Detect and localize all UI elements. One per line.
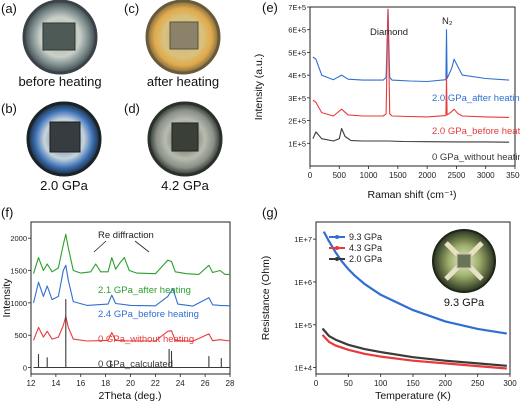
y-tick-label: 0 bbox=[23, 364, 27, 373]
y-tick-label: 5E+5 bbox=[288, 48, 306, 57]
annotation-arrow bbox=[134, 240, 150, 253]
legend-label: 9.3 GPa bbox=[349, 232, 382, 242]
x-axis-label: Temperature (K) bbox=[375, 390, 451, 402]
photo-caption: 2.0 GPa bbox=[40, 178, 88, 193]
y-axis-label: Intensity (a.u.) bbox=[253, 54, 265, 121]
xrd-chart: (f) 12 14 16 18 20 22 24 26 28 0 500 1000 1500 2000 R… bbox=[1, 205, 235, 402]
plot-frame bbox=[309, 6, 516, 167]
x-tick-label: 26 bbox=[201, 379, 210, 388]
series-line bbox=[312, 127, 510, 143]
y-tick-label: 7E+5 bbox=[288, 3, 306, 12]
y-tick-label: 4E+5 bbox=[288, 71, 306, 80]
series-line bbox=[322, 231, 507, 335]
y-tick-label: 1000 bbox=[10, 299, 27, 308]
x-tick-label: 1000 bbox=[360, 171, 378, 180]
x-axis-label: Raman shift (cm⁻¹) bbox=[368, 189, 457, 201]
y-tick-label: 1E+5 bbox=[288, 139, 306, 148]
series-line bbox=[32, 264, 231, 307]
y-tick-label: 1E+7 bbox=[294, 235, 312, 244]
y-tick-label: 1E+4 bbox=[294, 364, 312, 373]
x-tick-label: 300 bbox=[503, 379, 517, 388]
x-tick-label: 2000 bbox=[418, 171, 436, 180]
x-tick-label: 1500 bbox=[389, 171, 407, 180]
x-tick-label: 2500 bbox=[448, 171, 466, 180]
resistance-chart: (g) 0 50 100 150 200 250 300 1E+4 1E+5 1E+6 1E+7 9… bbox=[260, 205, 517, 402]
x-tick-label: 3000 bbox=[477, 171, 495, 180]
y-axis-label: Resistance (Ohm) bbox=[260, 256, 272, 341]
photo-panel-b: (b) 2.0 GPa bbox=[1, 101, 102, 193]
series-line bbox=[312, 8, 510, 118]
x-tick-label: 50 bbox=[344, 379, 353, 388]
x-tick-label: 100 bbox=[374, 379, 388, 388]
photo-caption: 4.2 GPa bbox=[161, 178, 209, 193]
series-line bbox=[32, 315, 231, 342]
series-label: 0 GPa_calculated bbox=[98, 359, 173, 370]
series-line bbox=[312, 8, 510, 83]
photo-tag: (c) bbox=[124, 1, 139, 16]
x-tick-label: 12 bbox=[27, 379, 36, 388]
annotation-re-diffraction: Re diffraction bbox=[98, 230, 154, 241]
x-tick-label: 14 bbox=[51, 379, 60, 388]
x-axis-label: 2Theta (deg.) bbox=[98, 390, 161, 402]
x-tick-label: 28 bbox=[226, 379, 235, 388]
annotation-diamond: Diamond bbox=[370, 27, 408, 38]
series-line bbox=[321, 327, 507, 367]
x-tick-label: 3500 bbox=[506, 171, 520, 180]
inset-caption: 9.3 GPa bbox=[444, 297, 485, 309]
photo-tag: (d) bbox=[124, 101, 140, 116]
y-tick-label: 2000 bbox=[10, 234, 27, 243]
x-tick-label: 18 bbox=[101, 379, 110, 388]
y-tick-label: 1E+5 bbox=[294, 321, 312, 330]
legend-label: 4.3 GPa bbox=[349, 243, 382, 253]
x-tick-label: 150 bbox=[406, 379, 420, 388]
series-label: 0 GPa_without heating bbox=[98, 334, 194, 345]
photo-caption: before heating bbox=[18, 74, 101, 89]
legend-marker bbox=[335, 246, 339, 250]
y-tick-label: 2E+5 bbox=[288, 117, 306, 126]
panel-tag: (g) bbox=[262, 205, 278, 220]
series-label: 0 GPa_without heating bbox=[432, 152, 520, 163]
x-tick-label: 22 bbox=[151, 379, 160, 388]
x-tick-label: 250 bbox=[471, 379, 485, 388]
series-label: 2.0 GPa_before heating bbox=[432, 126, 520, 137]
photo-panel-c: (c) after heating bbox=[124, 0, 221, 89]
y-tick-label: 3E+5 bbox=[288, 94, 306, 103]
photo-panel-d: (d) 4.2 GPa bbox=[124, 101, 223, 193]
inset-photo: 9.3 GPa bbox=[432, 229, 496, 309]
y-tick-label: 1500 bbox=[10, 267, 27, 276]
plot-frame bbox=[30, 221, 231, 375]
series-label: 2.1 GPa_after heating bbox=[98, 285, 191, 296]
legend-label: 2.0 GPa bbox=[349, 254, 382, 264]
y-tick-label: 1E+6 bbox=[294, 278, 312, 287]
series-label: 2.0 GPa_after heating bbox=[432, 93, 520, 104]
series-line bbox=[33, 299, 230, 369]
panel-tag: (f) bbox=[1, 205, 13, 220]
x-tick-label: 0 bbox=[314, 379, 319, 388]
series-line bbox=[32, 233, 230, 275]
x-tick-label: 0 bbox=[308, 171, 313, 180]
photo-tag: (a) bbox=[1, 1, 17, 16]
annotation-n2: N₂ bbox=[442, 16, 453, 27]
legend: 9.3 GPa 4.3 GPa 2.0 GPa bbox=[329, 232, 382, 264]
x-tick-label: 200 bbox=[439, 379, 453, 388]
x-tick-label: 20 bbox=[126, 379, 135, 388]
y-tick-label: 500 bbox=[14, 331, 27, 340]
y-axis-label: Intensity bbox=[1, 278, 13, 318]
x-tick-label: 16 bbox=[76, 379, 85, 388]
x-tick-label: 24 bbox=[176, 379, 185, 388]
series-label: 2.4 GPa_before heating bbox=[98, 309, 199, 320]
annotation-arrow bbox=[93, 240, 107, 253]
legend-marker bbox=[335, 257, 339, 261]
y-tick-label: 6E+5 bbox=[288, 26, 306, 35]
photo-panel-a: (a) before heating bbox=[1, 0, 102, 89]
x-tick-label: 500 bbox=[333, 171, 347, 180]
panel-tag: (e) bbox=[262, 0, 278, 15]
legend-marker bbox=[335, 235, 339, 239]
photo-caption: after heating bbox=[147, 74, 219, 89]
photo-tag: (b) bbox=[1, 101, 17, 116]
series-line bbox=[321, 334, 507, 370]
raman-chart: (e) 0 500 1000 1500 2000 2500 3000 3500 1E+5 2E+5… bbox=[253, 0, 520, 201]
